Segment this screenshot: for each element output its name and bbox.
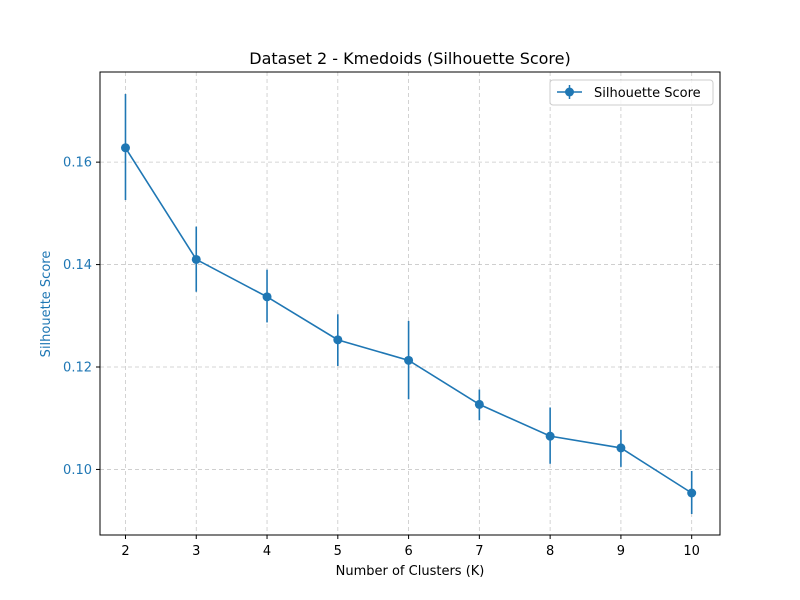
- x-tick-label: 9: [617, 544, 625, 559]
- data-point: [333, 335, 343, 345]
- x-tick-label: 10: [683, 544, 700, 559]
- data-point: [474, 399, 484, 409]
- x-axis-label: Number of Clusters (K): [336, 564, 485, 579]
- data-point: [262, 292, 272, 302]
- x-tick-label: 8: [546, 544, 554, 559]
- y-tick-label: 0.12: [63, 361, 92, 376]
- x-tick-label: 6: [404, 544, 412, 559]
- data-point: [404, 355, 414, 365]
- y-axis-label: Silhouette Score: [39, 251, 54, 358]
- chart-title: Dataset 2 - Kmedoids (Silhouette Score): [249, 49, 571, 68]
- legend: Silhouette Score: [549, 79, 714, 106]
- data-point: [616, 443, 626, 453]
- y-ticks: 0.10 0.12 0.14 0.16: [63, 156, 100, 478]
- x-ticks: 2 3 4 5 6 7 8 9 10: [121, 535, 700, 559]
- legend-label: Silhouette Score: [594, 86, 701, 101]
- data-point: [191, 254, 201, 264]
- x-tick-label: 2: [121, 544, 129, 559]
- x-tick-label: 5: [334, 544, 342, 559]
- y-tick-label: 0.10: [63, 463, 92, 478]
- data-point: [545, 431, 555, 441]
- x-tick-label: 4: [263, 544, 271, 559]
- y-tick-label: 0.16: [63, 156, 92, 171]
- legend-box: [549, 79, 714, 106]
- data-point: [687, 488, 697, 498]
- markers: [120, 143, 697, 498]
- x-tick-label: 3: [192, 544, 200, 559]
- y-tick-label: 0.14: [63, 258, 92, 273]
- x-tick-label: 7: [475, 544, 483, 559]
- data-point: [120, 143, 130, 153]
- plot-frame: [99, 71, 721, 536]
- legend-marker-swatch: [565, 87, 574, 97]
